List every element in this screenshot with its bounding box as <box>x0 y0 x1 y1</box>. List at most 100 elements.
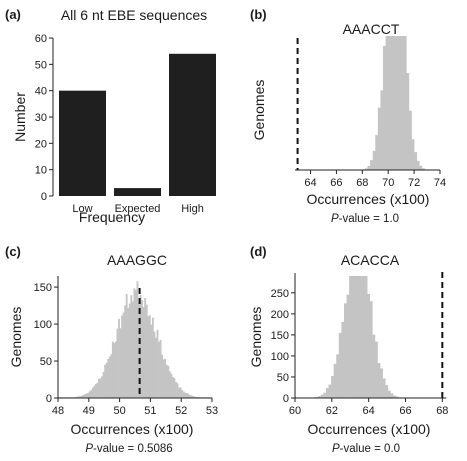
panel-b-hist-bar <box>372 150 376 170</box>
panel-c-y-tick-label: 0 <box>46 393 52 405</box>
panel-d-hist-bar <box>336 354 340 398</box>
panel-c-y-tick-label: 50 <box>40 356 52 368</box>
panel-d-y-label: Genomes <box>248 307 264 368</box>
panel-c-hist-bar <box>191 395 194 398</box>
panel-a-x-category-label: High <box>181 203 204 215</box>
panel-d-hist-bar <box>318 396 322 398</box>
panel-c-hist-bar <box>176 383 179 398</box>
panel-c-hist-bar <box>179 387 182 398</box>
panel-b-hist-bar <box>395 36 399 170</box>
panel-c-hist-bar <box>84 394 87 398</box>
panel-c-x-tick-label: 51 <box>144 405 156 417</box>
panel-c-hist-bar <box>110 354 113 398</box>
panel-a-x-category-label: Expected <box>115 203 161 215</box>
panel-c-hist-bar <box>148 315 151 398</box>
panel-c-hist-bar <box>171 376 174 398</box>
panel-c-hist-bar <box>76 396 79 398</box>
panel-d-hist-bar <box>323 392 327 398</box>
panel-c-hist-bar <box>108 356 111 398</box>
panel-b-hist-bar <box>421 168 425 170</box>
panel-d-hist-bar <box>392 395 396 398</box>
panel-d-hist-bar <box>354 276 358 398</box>
panel-d-hist-bar <box>369 301 373 398</box>
panel-a-y-tick-label: 50 <box>35 59 47 71</box>
panel-a-x-categories: Low Expected High <box>72 203 203 215</box>
panel-b-hist-bar <box>416 160 420 170</box>
panel-c-hist-bar <box>170 373 173 398</box>
panel-c-hist-bar <box>141 300 143 398</box>
panel-b-p-value: P-value = 1.0 <box>331 213 399 225</box>
panel-c-hist-bar <box>111 341 114 398</box>
panel-c-hist-bar <box>122 312 125 398</box>
panel-c-hist-bar <box>184 392 187 398</box>
panel-b-hist-bar <box>390 36 394 170</box>
panel-c-hist-bar <box>102 371 105 398</box>
panel-c-hist-bar <box>81 395 83 398</box>
panel-c-hist-bar <box>114 341 117 398</box>
panel-b-x-tick-label: 68 <box>356 177 368 189</box>
panel-c-hist-bar <box>118 318 120 398</box>
panel-c-hist-bar <box>131 301 134 398</box>
panel-a-y-tick-label: 30 <box>35 112 47 124</box>
panel-a-y-tick-label: 0 <box>41 191 47 203</box>
panel-c-histogram <box>58 281 213 399</box>
panel-d-hist-bar <box>328 384 332 398</box>
panel-d-y-tick-label: 250 <box>271 288 289 300</box>
panel-b-letter: (b) <box>250 7 267 22</box>
panel-c-hist-bar <box>82 395 85 398</box>
panel-c-hist-bar <box>168 371 171 398</box>
panel-a-y-tick-label: 60 <box>35 33 47 45</box>
panel-b-x-tick-label: 72 <box>408 177 420 189</box>
panel-b-hist-bar <box>380 90 384 170</box>
panel-c-hist-bar <box>165 364 168 398</box>
panel-d-y-ticks: 0 50 100 150 200 250 <box>271 288 295 405</box>
panel-a-x-label: Frequency <box>79 209 145 225</box>
panel-c-hist-bar <box>125 294 128 398</box>
panel-d-hist-bar <box>341 321 345 398</box>
panel-b-x-tick-label: 66 <box>330 177 342 189</box>
panel-d-hist-bar <box>390 393 394 398</box>
panel-c-hist-bar <box>155 337 157 398</box>
panel-d-p-letter: P <box>332 443 340 455</box>
panel-a-bar-expected <box>114 188 161 196</box>
panel-d-y-tick-label: 200 <box>271 309 289 321</box>
panel-a-y-label: Number <box>12 92 28 142</box>
panel-b-hist-bar <box>364 168 368 170</box>
panel-a: (a) All 6 nt EBE sequences 0 10 20 30 40 50 60… <box>5 7 216 225</box>
panel-a-y-tick-label: 40 <box>35 86 47 98</box>
panel-b-hist-bar <box>367 165 371 170</box>
panel-c-hist-bar <box>116 328 119 398</box>
panel-c-hist-bar <box>79 396 82 398</box>
panel-d-y-tick-label: 150 <box>271 330 289 342</box>
panel-b-hist-bar <box>385 36 389 170</box>
panel-d-hist-bar <box>351 276 355 398</box>
panel-d-hist-bar <box>356 276 360 398</box>
panel-b-x-label: Occurrences (x100) <box>307 191 430 207</box>
panel-d-title: ACACCA <box>341 252 400 268</box>
panel-b-hist-bar <box>375 135 379 170</box>
panel-d-hist-bar <box>385 385 389 398</box>
panel-c: (c) AAAGGC 0 50 100 150 48 49 50 51 52 53 Genome… <box>5 244 218 455</box>
panel-c-hist-bar <box>105 362 108 398</box>
panel-a-title: All 6 nt EBE sequences <box>61 7 207 23</box>
panel-b-hist-bar <box>403 36 407 170</box>
panel-a-bar-low <box>59 90 106 196</box>
panel-b-hist-bar <box>377 107 381 170</box>
panel-b: (b) AAACCT 64 66 68 70 72 74 Genomes Occurren… <box>250 7 446 225</box>
panel-b-x-tick-label: 70 <box>382 177 394 189</box>
panel-c-hist-bar <box>121 315 123 398</box>
panel-b-hist-bar <box>370 160 373 170</box>
panel-c-hist-bar <box>196 396 199 398</box>
panel-c-hist-bar <box>99 378 102 398</box>
panel-d-p-text: -value = 0.0 <box>340 443 400 455</box>
panel-a-x-category-label: Low <box>72 203 92 215</box>
panel-d-hist-bar <box>362 276 365 398</box>
panel-d-hist-bar <box>349 276 353 398</box>
panel-c-hist-bar <box>156 329 159 398</box>
panel-c-hist-bar <box>133 288 136 398</box>
panel-d-hist-bar <box>367 294 371 398</box>
panel-c-y-tick-label: 150 <box>34 282 52 294</box>
panel-d-hist-bar <box>338 332 342 398</box>
panel-c-hist-bar <box>144 297 147 398</box>
